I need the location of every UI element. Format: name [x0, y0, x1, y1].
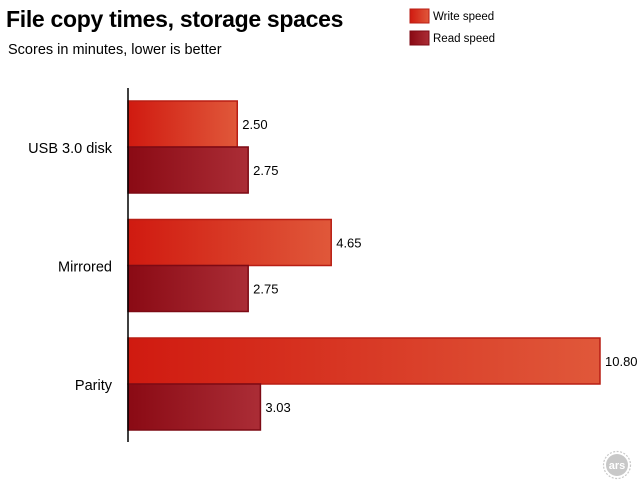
read-bar: [127, 146, 249, 194]
write-bar: [127, 218, 332, 267]
write-bar: [127, 100, 239, 148]
legend-label: Read speed: [433, 33, 495, 45]
bars-group: USB 3.0 disk 2.50 2.75 Mirrored 4.65 2.75 Pari…: [28, 100, 638, 431]
legend-label: Write speed: [433, 11, 494, 23]
chart-subtitle: Scores in minutes, lower is better: [8, 42, 222, 58]
category-label: Mirrored: [58, 260, 112, 276]
value-label: 4.65: [336, 236, 361, 251]
value-label: 2.75: [253, 163, 278, 178]
legend-swatch: [409, 30, 430, 46]
value-label: 2.50: [242, 117, 267, 132]
value-label: 3.03: [265, 400, 290, 415]
value-label: 10.80: [605, 354, 638, 369]
write-bar: [127, 337, 601, 385]
read-bar: [127, 383, 262, 431]
ars-logo-text: ars: [609, 460, 626, 472]
category-label: USB 3.0 disk: [28, 141, 113, 157]
chart-title: File copy times, storage spaces: [6, 6, 344, 32]
value-label: 2.75: [253, 282, 278, 297]
category-label: Parity: [75, 378, 113, 394]
read-bar: [127, 264, 249, 313]
legend: Write speed Read speed: [409, 8, 495, 46]
legend-swatch: [409, 8, 430, 24]
ars-logo: ars: [602, 450, 632, 480]
